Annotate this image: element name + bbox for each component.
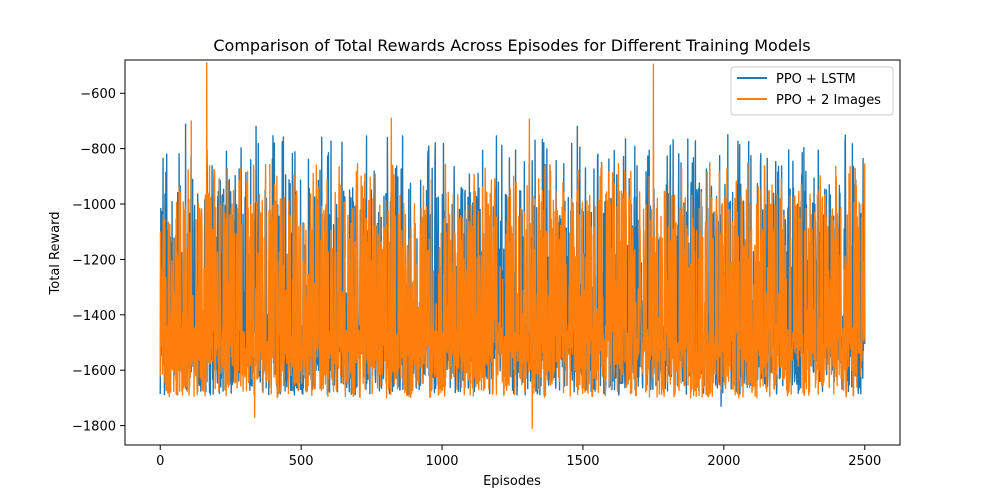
y-tick-label: −600 — [80, 87, 116, 102]
x-tick-label: 1000 — [425, 454, 458, 469]
x-tick-label: 500 — [289, 454, 314, 469]
legend-box — [730, 66, 894, 116]
legend-label-2images: PPO + 2 Images — [776, 93, 881, 108]
x-tick-label: 1500 — [566, 454, 599, 469]
y-tick-label: −800 — [80, 143, 116, 158]
plot-frame — [124, 59, 901, 446]
legend-label-lstm: PPO + LSTM — [776, 72, 856, 87]
x-axis-label: Episodes — [483, 474, 541, 489]
plot-area — [124, 59, 901, 446]
y-tick-label: −1400 — [72, 309, 116, 324]
x-tick-label: 2500 — [848, 454, 881, 469]
y-axis-label: Total Reward — [48, 212, 63, 296]
x-tick-label: 0 — [156, 454, 164, 469]
y-tick-label: −1000 — [72, 198, 116, 213]
y-tick-label: −1600 — [72, 364, 116, 379]
y-axis: −1800 −1600 −1400 −1200 −1000 −800 −600 — [72, 87, 125, 435]
chart-title: Comparison of Total Rewards Across Episo… — [213, 36, 810, 55]
x-tick-label: 2000 — [707, 454, 740, 469]
x-axis: 0 500 1000 1500 2000 2500 — [156, 445, 881, 469]
y-tick-label: −1200 — [72, 253, 116, 268]
y-tick-label: −1800 — [72, 420, 116, 435]
series-line-1 — [159, 62, 866, 430]
legend: PPO + LSTM PPO + 2 Images — [730, 66, 894, 116]
